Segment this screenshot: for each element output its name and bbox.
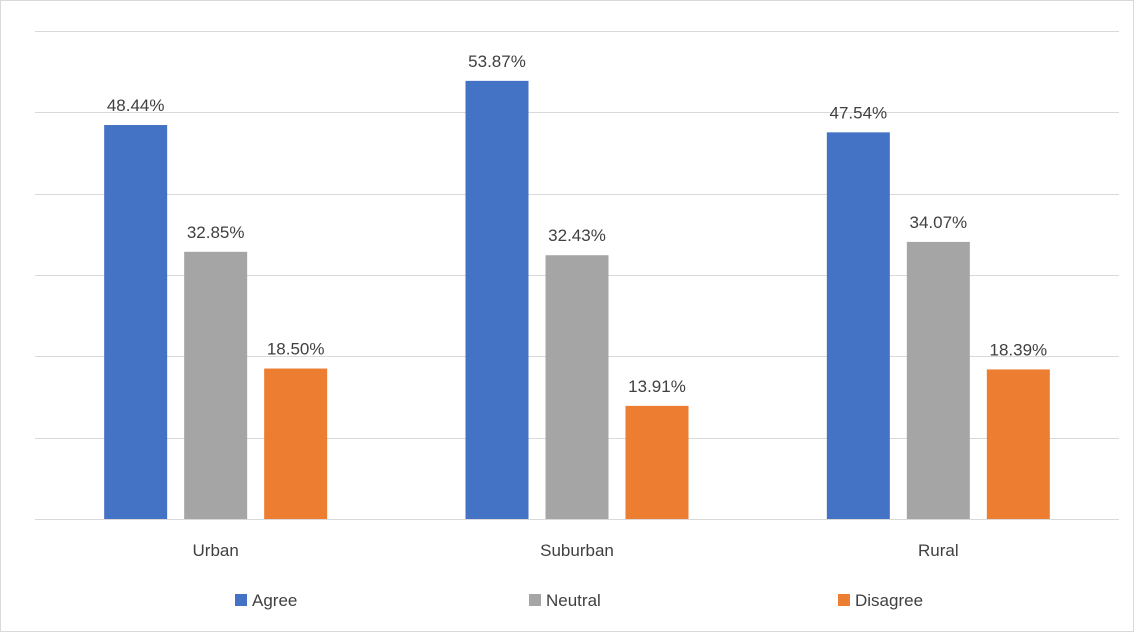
data-label: 53.87% [468,52,526,71]
bar-disagree-rural [986,369,1050,519]
data-label: 34.07% [909,213,967,232]
legend-label-agree: Agree [252,591,297,610]
legend-label-disagree: Disagree [855,591,923,610]
series-disagree: 18.50% 13.91% 18.39% [264,340,1050,519]
data-label: 47.54% [829,103,887,122]
bar-disagree-suburban [625,405,689,519]
bar-agree-suburban [465,80,529,519]
data-label: 48.44% [107,96,165,115]
x-tick-label: Urban [193,541,239,560]
x-tick-labels: Urban Suburban Rural [193,541,959,560]
series-neutral: 32.85% 32.43% 34.07% [184,213,970,519]
series-agree: 48.44% 53.87% 47.54% [104,52,890,519]
data-label: 32.43% [548,226,606,245]
bar-agree-urban [104,125,168,519]
x-tick-label: Suburban [540,541,614,560]
legend-swatch-disagree [838,594,850,606]
legend: Agree Neutral Disagree [235,591,923,610]
bar-disagree-urban [264,368,328,519]
data-label: 13.91% [628,377,686,396]
bar-neutral-rural [906,241,970,519]
legend-swatch-agree [235,594,247,606]
legend-swatch-neutral [529,594,541,606]
bar-agree-rural [826,132,890,519]
bar-neutral-urban [184,251,248,519]
bar-neutral-suburban [545,255,609,519]
data-label: 32.85% [187,223,245,242]
x-tick-label: Rural [918,541,959,560]
data-label: 18.39% [989,340,1047,359]
legend-label-neutral: Neutral [546,591,601,610]
data-label: 18.50% [267,340,325,359]
